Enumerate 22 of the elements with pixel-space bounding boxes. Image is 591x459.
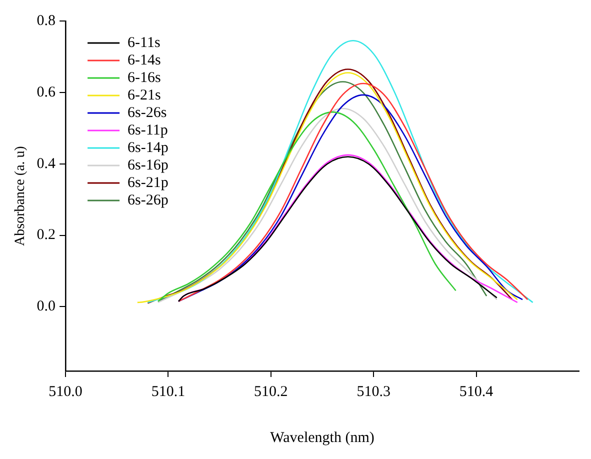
legend-label: 6-11s [128, 34, 160, 51]
legend-label: 6s-21p [128, 174, 168, 191]
legend-label: 6s-16p [128, 157, 168, 174]
legend-label: 6-21s [128, 87, 162, 104]
x-tick-label: 510.3 [356, 384, 390, 400]
x-tick-label: 510.2 [254, 384, 288, 400]
x-tick-label: 510.1 [151, 384, 186, 400]
y-tick-label: 0.8 [36, 12, 56, 29]
y-tick-label: 0.6 [36, 84, 56, 100]
y-tick-label: 0.4 [36, 156, 56, 172]
y-axis-title: Absorbance (a. u) [13, 146, 28, 246]
x-tick-label: 510.4 [459, 384, 494, 400]
x-tick-label: 510.0 [48, 384, 82, 400]
legend-label: 6-14s [128, 52, 162, 68]
legend-label: 6s-11p [128, 122, 168, 138]
legend-label: 6s-14p [128, 140, 168, 156]
legend-label: 6s-26p [128, 192, 168, 208]
legend-label: 6-16s [128, 70, 162, 86]
x-axis-title: Wavelength (nm) [270, 430, 374, 446]
y-tick-label: 0.2 [36, 227, 56, 244]
legend-label: 6s-26s [128, 104, 167, 121]
y-tick-label: 0.0 [36, 298, 56, 315]
